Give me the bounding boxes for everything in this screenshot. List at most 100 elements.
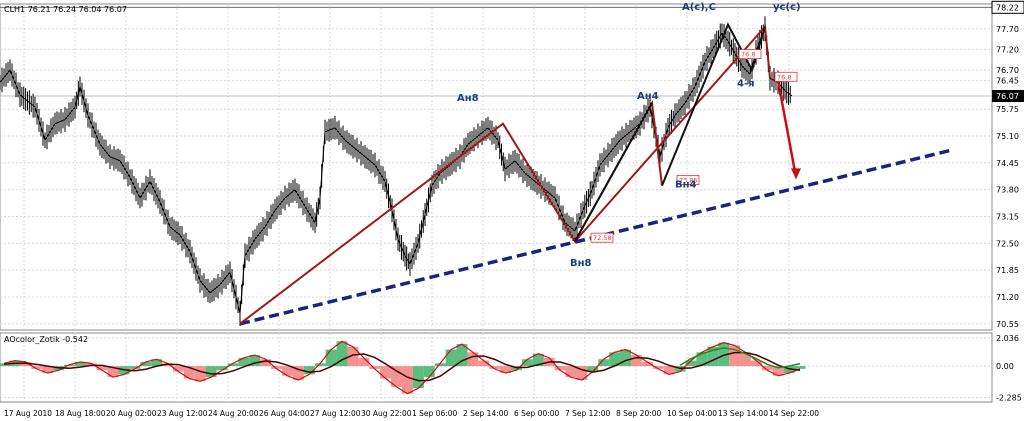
ao-bar	[794, 366, 806, 369]
ao-bar	[282, 366, 293, 376]
ao-bar	[718, 342, 730, 367]
ao-bar	[478, 360, 490, 367]
wave-annotation: Вн8	[570, 258, 592, 269]
wave-annotation: Ан4	[637, 91, 659, 102]
ao-bar	[194, 366, 206, 382]
wave-annotation: Вн4	[675, 180, 697, 191]
price-box-text: 73.85	[679, 176, 698, 184]
ao-bar	[554, 366, 566, 371]
forecast-arrow	[776, 80, 798, 178]
ao-bar	[663, 366, 675, 375]
x-tick-label: 13 Sep 14:00	[718, 409, 768, 418]
price-tick-label: 76.70	[996, 66, 1019, 75]
symbol-info: CLH1 76.21 76.24 76.04 76.07	[4, 5, 127, 14]
ao-bar	[292, 366, 304, 380]
ao-bar	[216, 366, 228, 371]
price-plot	[0, 16, 793, 326]
ao-bar	[609, 352, 621, 367]
overlays: 73.85 72.58 76.8 76.8 Ан8 Вн8 Ан4 Вн4 A(c),C ус(с…	[239, 2, 951, 326]
ao-bar	[434, 363, 446, 367]
wave-line	[574, 24, 771, 242]
ao-bar	[303, 366, 315, 375]
ao-green-line	[679, 347, 801, 369]
ao-bar	[521, 359, 533, 367]
wave-annotation: ус(с)	[773, 2, 801, 13]
x-tick-label: 24 Aug 20:00	[208, 409, 259, 418]
impulse-line	[574, 102, 653, 242]
ao-bar	[641, 361, 653, 367]
ao-bar	[358, 357, 370, 367]
price-tick-label: 77.70	[996, 25, 1019, 34]
ao-bar	[652, 366, 664, 369]
price-box-label	[676, 175, 700, 185]
ao-bar	[227, 363, 239, 367]
ao-panel-frame	[0, 332, 993, 403]
price-box-text: 72.58	[593, 234, 612, 242]
price-box-label	[774, 71, 798, 82]
ao-bar	[151, 359, 163, 367]
ao-bar	[532, 353, 544, 367]
ao-bar	[740, 352, 751, 367]
ao-plot	[0, 340, 806, 395]
price-tick-label: 75.75	[996, 105, 1019, 114]
ao-bar	[249, 355, 261, 367]
ao-bar	[489, 366, 501, 369]
ao-bar	[598, 359, 610, 367]
grid	[0, 3, 993, 403]
x-tick-label: 30 Aug 22:00	[361, 409, 412, 418]
price-tick-label: 76.45	[996, 76, 1019, 85]
high-price-label: 78.22	[996, 3, 1019, 12]
ao-bar	[325, 349, 337, 367]
price-tick-label: 71.20	[996, 293, 1019, 302]
price-box-text: 76.8	[777, 73, 791, 81]
x-tick-label: 23 Aug 12:00	[157, 409, 208, 418]
ao-bar	[20, 361, 32, 367]
price-tick-label: 73.15	[996, 213, 1019, 222]
price-line	[0, 28, 793, 314]
ao-bar	[707, 346, 719, 367]
ao-bar	[423, 366, 435, 378]
impulse-line	[661, 22, 766, 186]
ao-bar	[42, 366, 54, 374]
wave-annotation: 4-я	[737, 79, 755, 90]
ao-bar	[729, 345, 741, 367]
ao-bar	[31, 366, 43, 369]
x-tick-label: 2 Sep 14:00	[463, 409, 509, 418]
ao-bar	[129, 366, 141, 369]
ao-tick-label: 0.00	[996, 362, 1014, 371]
high-price-box	[991, 0, 1024, 14]
price-tick-label: 74.45	[996, 159, 1019, 168]
ao-bar	[271, 366, 283, 369]
x-tick-label: 20 Aug 02:00	[106, 409, 157, 418]
indicator-label: AOcolor_Zotik -0.542	[4, 335, 88, 344]
current-price-box	[992, 90, 1024, 103]
price-tick-label: 70.55	[996, 320, 1019, 329]
x-tick-label: 17 Aug 2010	[4, 409, 52, 418]
x-tick-label: 26 Aug 04:00	[259, 409, 310, 418]
ao-bar	[260, 359, 272, 367]
price-box-label	[590, 232, 614, 243]
price-tick-label: 71.85	[996, 266, 1019, 275]
ao-bar	[685, 360, 697, 367]
price-box-text: 76.8	[741, 51, 755, 59]
ao-bar	[205, 366, 217, 378]
ao-signal-line	[3, 340, 801, 395]
ao-bar	[467, 352, 479, 367]
x-tick-label: 6 Sep 00:00	[514, 409, 560, 418]
ao-bar	[783, 366, 795, 374]
ao-bar	[500, 366, 512, 374]
ao-bar	[565, 366, 577, 378]
price-tick-label: 75.10	[996, 132, 1019, 141]
wave-annotation: A(c),C	[682, 2, 716, 13]
current-price-label: 76.07	[996, 92, 1019, 101]
ao-bar	[750, 360, 762, 367]
ao-bar	[314, 363, 326, 367]
ao-bar	[140, 361, 152, 367]
ao-bar	[238, 357, 250, 367]
x-tick-label: 7 Sep 12:00	[565, 409, 611, 418]
forecast-arrowhead	[791, 168, 801, 180]
ao-bar	[369, 366, 381, 369]
ao-bar	[391, 366, 402, 387]
